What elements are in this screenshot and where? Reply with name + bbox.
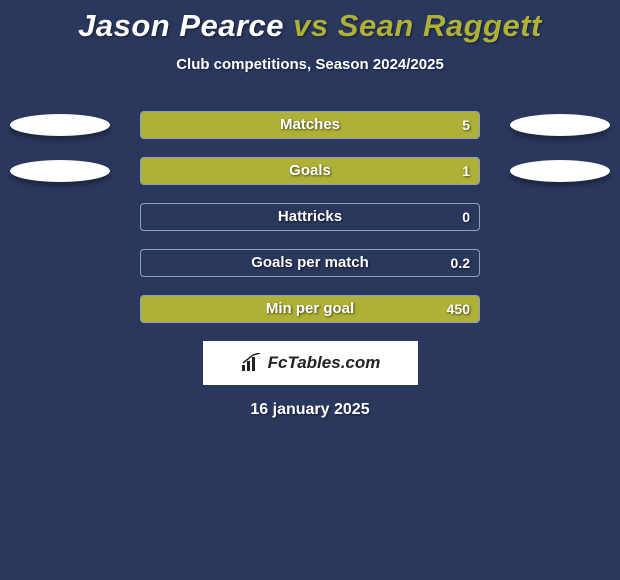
stat-row: Goals 1 xyxy=(0,157,620,185)
page-title: Jason Pearce vs Sean Raggett xyxy=(0,0,620,44)
stat-row: Matches 5 xyxy=(0,111,620,139)
comparison-infographic: Jason Pearce vs Sean Raggett Club compet… xyxy=(0,0,620,580)
player1-name: Jason Pearce xyxy=(78,8,284,43)
bar-fill-right xyxy=(141,158,479,184)
stat-row: Goals per match 0.2 xyxy=(0,249,620,277)
stats-container: Matches 5 Goals 1 Hattricks 0 xyxy=(0,111,620,323)
logo-box: FcTables.com xyxy=(203,341,418,385)
bar-track xyxy=(140,157,480,185)
bar-fill-right xyxy=(141,296,479,322)
bar-track xyxy=(140,203,480,231)
stat-row: Hattricks 0 xyxy=(0,203,620,231)
chart-icon xyxy=(240,353,264,373)
bar-track xyxy=(140,111,480,139)
right-value-ellipse xyxy=(510,160,610,182)
subtitle: Club competitions, Season 2024/2025 xyxy=(0,56,620,73)
logo-text: FcTables.com xyxy=(268,353,381,373)
bar-track xyxy=(140,295,480,323)
bar-track xyxy=(140,249,480,277)
right-value-ellipse xyxy=(510,114,610,136)
vs-label: vs xyxy=(293,8,328,43)
player2-name: Sean Raggett xyxy=(338,8,542,43)
left-value-ellipse xyxy=(10,114,110,136)
stat-row: Min per goal 450 xyxy=(0,295,620,323)
logo-inner: FcTables.com xyxy=(240,353,381,373)
date-label: 16 january 2025 xyxy=(0,401,620,419)
bar-fill-right xyxy=(141,112,479,138)
left-value-ellipse xyxy=(10,160,110,182)
